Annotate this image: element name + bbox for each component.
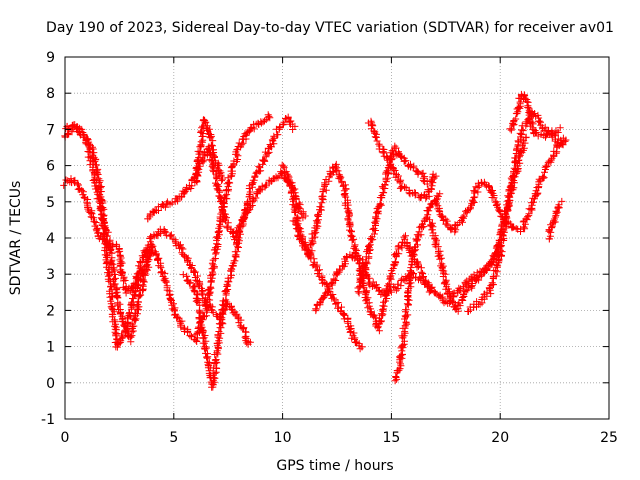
series-markers bbox=[545, 197, 566, 243]
y-tick-label: -1 bbox=[41, 412, 55, 428]
series-markers bbox=[464, 108, 567, 315]
y-tick-label: 6 bbox=[46, 159, 55, 175]
series-markers bbox=[179, 113, 299, 391]
series-markers bbox=[289, 217, 366, 353]
y-axis-label: SDTVAR / TECUs bbox=[8, 181, 24, 296]
series-track-3 bbox=[62, 121, 155, 351]
y-tick-label: 8 bbox=[46, 86, 55, 102]
y-tick-label: 4 bbox=[46, 231, 55, 247]
series-track-11 bbox=[364, 117, 440, 202]
y-tick-label: 0 bbox=[46, 376, 55, 392]
series-markers bbox=[506, 90, 564, 141]
data-points bbox=[60, 90, 570, 391]
series-markers bbox=[431, 134, 570, 236]
series-track-16 bbox=[506, 90, 564, 141]
series-markers bbox=[391, 190, 444, 385]
axis-ticks bbox=[64, 56, 610, 420]
series-track-14 bbox=[431, 134, 570, 236]
series-track-9 bbox=[289, 217, 366, 353]
y-tick-label: 3 bbox=[46, 267, 55, 283]
x-tick-label: 5 bbox=[169, 430, 178, 446]
x-tick-label: 20 bbox=[491, 430, 509, 446]
y-tick-label: 5 bbox=[46, 195, 55, 211]
y-tick-label: 1 bbox=[46, 340, 55, 356]
tick-labels: 0 5 10 15 20 25 -1 0 1 2 3 4 5 6 7 8 9 bbox=[41, 50, 618, 446]
grid-lines bbox=[65, 57, 609, 419]
series-markers bbox=[278, 160, 435, 335]
y-tick-label: 9 bbox=[46, 50, 55, 66]
chart-title: Day 190 of 2023, Sidereal Day-to-day VTE… bbox=[46, 20, 614, 36]
x-tick-label: 15 bbox=[382, 430, 400, 446]
series-track-12 bbox=[391, 190, 444, 385]
series-track-15 bbox=[464, 108, 567, 315]
series-track-5 bbox=[179, 113, 299, 391]
series-markers bbox=[191, 116, 226, 186]
series-track-6 bbox=[191, 116, 226, 186]
x-tick-label: 0 bbox=[61, 430, 70, 446]
series-track-7 bbox=[278, 160, 435, 335]
y-tick-label: 7 bbox=[46, 122, 55, 138]
series-markers bbox=[364, 117, 440, 202]
x-tick-label: 25 bbox=[600, 430, 618, 446]
series-markers bbox=[62, 121, 155, 351]
x-axis-label: GPS time / hours bbox=[276, 458, 393, 474]
y-tick-label: 2 bbox=[46, 303, 55, 319]
x-tick-label: 10 bbox=[274, 430, 292, 446]
series-track-17 bbox=[545, 197, 566, 243]
